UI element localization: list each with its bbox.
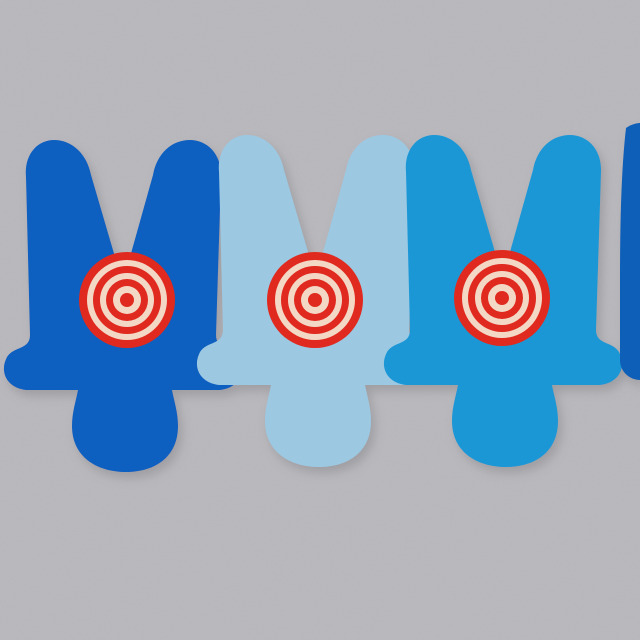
target-dark-blue [79, 252, 175, 348]
figure-row [3, 123, 640, 472]
target-light-blue [267, 252, 363, 348]
target-mid-blue [454, 250, 550, 346]
figure-edge-blue [620, 123, 640, 380]
